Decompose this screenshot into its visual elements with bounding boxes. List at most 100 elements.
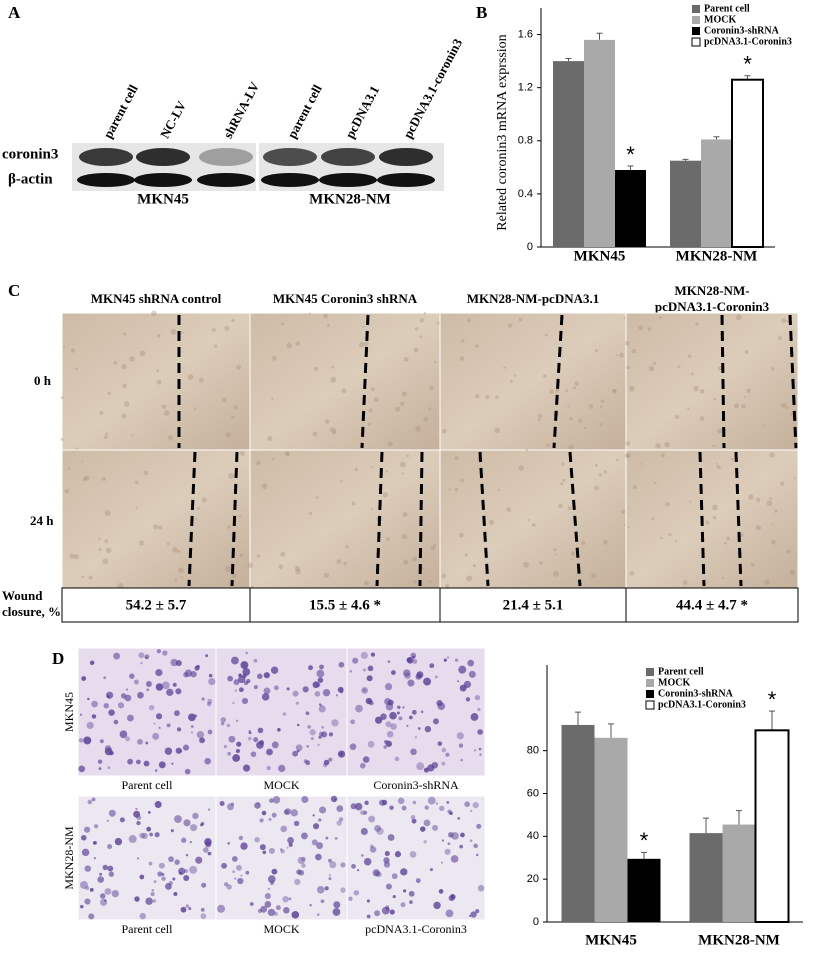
stained-cell: [389, 711, 397, 720]
stained-cell: [78, 765, 86, 773]
image-caption: Parent cell: [122, 778, 174, 792]
cell-texture: [60, 437, 64, 441]
stained-cell: [283, 809, 289, 815]
stained-cell: [349, 670, 353, 673]
image-caption: Parent cell: [122, 922, 174, 936]
stained-cell: [286, 846, 289, 849]
cell-texture: [315, 496, 319, 499]
cell-texture: [687, 407, 690, 410]
cell-texture: [101, 476, 107, 481]
closure-value: 15.5 ± 4.6 *: [309, 597, 381, 613]
stained-cell: [360, 810, 366, 816]
y-tick-label: 60: [527, 787, 539, 799]
cell-texture: [600, 399, 605, 404]
cell-texture: [308, 312, 311, 315]
cell-texture: [228, 473, 235, 479]
micrograph: [625, 312, 799, 451]
cell-texture: [286, 343, 292, 349]
stained-cell: [136, 759, 141, 765]
cell-texture: [73, 554, 79, 560]
stained-cell: [295, 701, 299, 705]
stained-cell: [312, 823, 320, 830]
cell-texture: [570, 558, 573, 561]
bar: [689, 833, 723, 922]
stained-cell: [319, 806, 327, 814]
micrograph: [439, 312, 627, 451]
stained-cell: [444, 848, 451, 855]
cell-texture: [699, 389, 705, 394]
cell-texture: [654, 481, 657, 484]
micrograph: [249, 449, 441, 589]
legend-label: Coronin3-shRNA: [704, 25, 780, 36]
x-tick-label: MKN28-NM: [676, 248, 758, 264]
stained-cell: [308, 665, 313, 671]
stained-cell: [475, 909, 480, 914]
cell-texture: [441, 428, 447, 434]
stained-cell: [137, 691, 144, 699]
stained-cell: [427, 796, 436, 805]
significance-mark: *: [768, 687, 777, 712]
stained-cell: [460, 832, 465, 838]
cell-texture: [69, 553, 75, 559]
stained-cell: [242, 764, 251, 772]
cell-texture: [699, 416, 705, 422]
cell-texture: [619, 352, 625, 358]
cell-texture: [503, 366, 506, 369]
stained-cell: [91, 797, 96, 802]
cell-texture: [631, 348, 637, 354]
stained-cell: [259, 818, 264, 823]
cell-texture: [507, 323, 513, 328]
cell-texture: [370, 387, 375, 392]
stained-cell: [467, 659, 475, 667]
cell-texture: [419, 335, 423, 339]
stained-cell: [248, 736, 252, 741]
stained-cell: [93, 840, 98, 845]
stained-cell: [168, 856, 174, 863]
cell-texture: [578, 418, 583, 423]
stained-cell: [194, 714, 198, 718]
stained-cell: [183, 819, 191, 827]
cell-texture: [221, 397, 227, 403]
cell-texture: [625, 441, 631, 446]
stained-cell: [363, 857, 372, 866]
cell-texture: [518, 465, 524, 471]
stained-cell: [349, 743, 357, 751]
stained-cell: [161, 876, 166, 881]
stained-cell: [253, 658, 258, 663]
stained-cell: [128, 835, 137, 844]
stained-cell: [362, 756, 370, 763]
stained-cell: [278, 764, 286, 773]
cell-texture: [588, 404, 594, 409]
stained-cell: [102, 864, 108, 871]
stained-cell: [357, 869, 360, 872]
stained-cell: [288, 897, 292, 901]
cell-texture: [386, 537, 390, 542]
stained-cell: [88, 913, 95, 920]
stained-cell: [207, 851, 212, 856]
cell-texture: [166, 542, 170, 546]
cell-texture: [167, 435, 174, 441]
stained-cell: [145, 741, 149, 745]
cell-texture: [131, 434, 134, 437]
stained-cell: [302, 686, 309, 693]
stained-cell: [78, 738, 84, 743]
stained-cell: [312, 814, 315, 817]
cell-texture: [256, 460, 261, 466]
stained-cell: [448, 832, 453, 837]
stained-cell: [408, 890, 415, 897]
legend-swatch: [646, 690, 654, 698]
stained-cell: [139, 912, 147, 920]
cell-texture: [368, 408, 373, 413]
stained-cell: [133, 810, 141, 818]
stained-cell: [412, 658, 418, 664]
stained-cell: [427, 764, 435, 772]
cell-texture: [359, 341, 365, 348]
cell-texture: [362, 325, 365, 328]
legend-label: Coronin3-shRNA: [658, 688, 734, 699]
stained-cell: [366, 914, 371, 919]
cell-texture: [323, 313, 328, 319]
cell-texture: [518, 317, 523, 322]
stained-cell: [363, 810, 368, 815]
cell-texture: [458, 532, 464, 538]
blot-band: [197, 173, 255, 187]
